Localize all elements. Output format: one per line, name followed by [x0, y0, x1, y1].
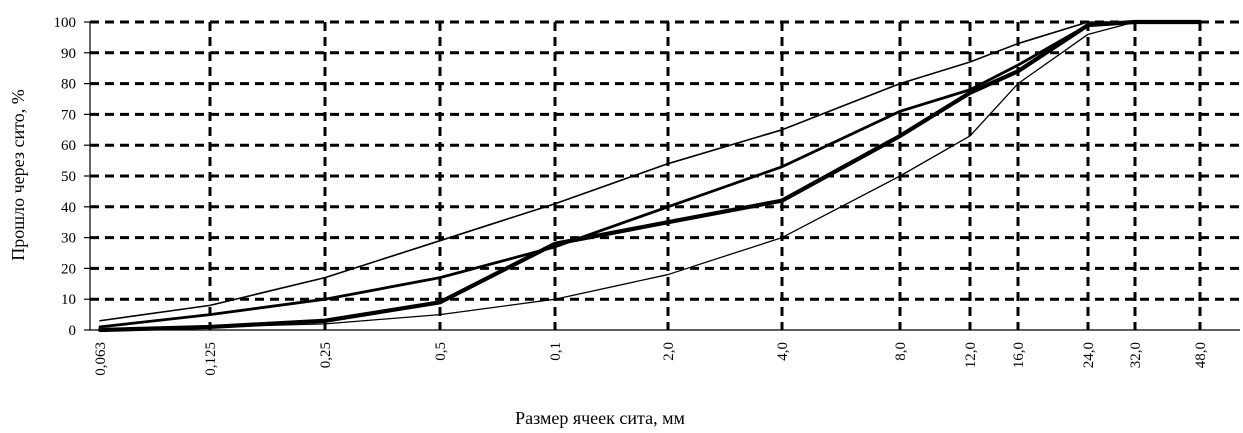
- y-tick-label: 100: [54, 15, 77, 31]
- x-tick-label: 48,0: [1193, 342, 1209, 368]
- y-tick-label: 50: [61, 169, 76, 185]
- series-line-4: [99, 21, 1201, 331]
- series-lines: [97, 19, 1203, 333]
- y-tick-label: 60: [61, 138, 76, 154]
- x-tick-label: 24,0: [1081, 342, 1097, 368]
- x-tick-label: 0,5: [433, 342, 449, 361]
- grid-lines: [90, 20, 1240, 330]
- x-tick-label: 12,0: [963, 342, 979, 368]
- x-tick-label: 2,0: [661, 342, 677, 361]
- y-tick-label: 90: [61, 46, 76, 62]
- x-axis-title: Размер ячеек сита, мм: [515, 408, 685, 428]
- y-axis-title: Прошло через сито, %: [8, 89, 28, 260]
- x-tick-labels: 0,063 0,125 0,25 0,5 0,1 2,0 4,0 8,0 12,0 16,0 24,…: [93, 342, 1209, 376]
- x-tick-label: 32,0: [1128, 342, 1144, 368]
- y-tick-label: 20: [61, 261, 76, 277]
- x-tick-label: 0,1: [548, 342, 564, 361]
- series-line-2: [98, 20, 1202, 329]
- y-tick-label: 70: [61, 107, 76, 123]
- x-tick-label: 0,063: [93, 342, 109, 376]
- x-tick-label: 4,0: [775, 342, 791, 361]
- y-tick-label: 30: [61, 231, 76, 247]
- y-tick-label: 10: [61, 292, 76, 308]
- x-tick-label: 0,25: [318, 342, 334, 368]
- y-tick-label: 80: [61, 77, 76, 93]
- series-line-3: [97, 19, 1203, 333]
- x-tick-label: 8,0: [893, 342, 909, 361]
- y-tick-label: 40: [61, 200, 76, 216]
- x-tick-label: 16,0: [1011, 342, 1027, 368]
- series-line-1: [99, 21, 1201, 322]
- y-tick-labels: 0 10 20 30 40 50 60 70 80 90 100: [54, 15, 90, 339]
- y-tick-label: 0: [69, 323, 77, 339]
- x-tick-label: 0,125: [203, 342, 219, 376]
